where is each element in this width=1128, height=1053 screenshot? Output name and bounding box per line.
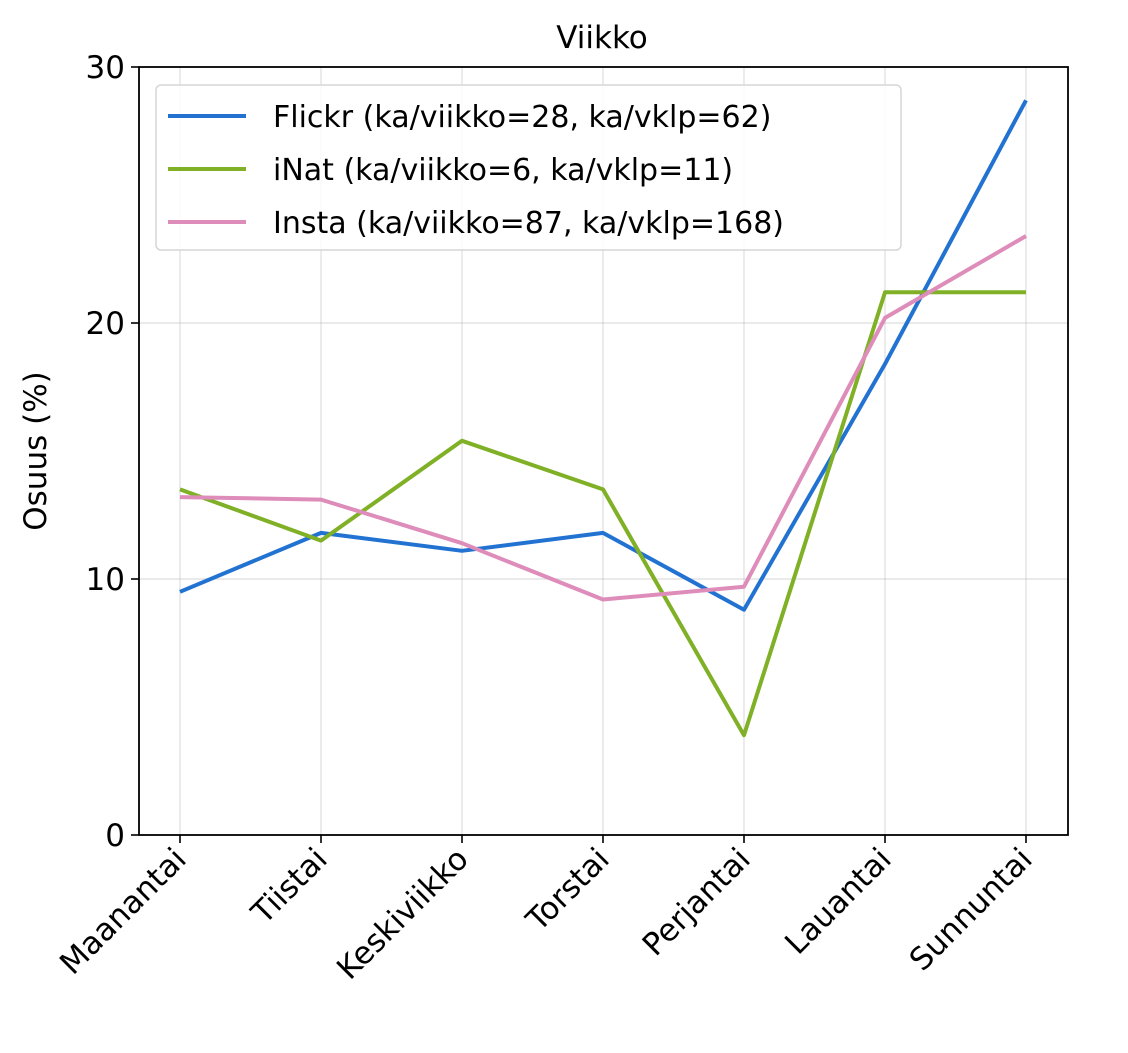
y-axis-label: Osuus (%) — [18, 371, 54, 531]
y-tick-label: 10 — [86, 562, 125, 598]
series-line — [179, 290, 1026, 738]
y-tick-label: 20 — [86, 306, 125, 342]
x-tick-label: Torstai — [519, 841, 617, 939]
x-tick-label: Tiistai — [244, 841, 335, 932]
legend-label: Flickr (ka/viikko=28, ka/vklp=62) — [273, 100, 771, 135]
legend-box — [155, 84, 902, 251]
x-tick-label: Sunnuntai — [903, 841, 1040, 978]
legend: Flickr (ka/viikko=28, ka/vklp=62) iNat (k… — [155, 84, 902, 251]
y-axis: 0 10 20 30 — [86, 50, 139, 854]
legend-label: Insta (ka/viikko=87, ka/vklp=168) — [273, 206, 784, 241]
x-tick-label: Keskiviikko — [330, 841, 476, 987]
series-line — [179, 234, 1028, 602]
series-line — [179, 99, 1028, 612]
series-lines — [179, 99, 1028, 738]
x-tick-label: Maanantai — [53, 841, 194, 982]
x-tick-label: Perjantai — [636, 841, 758, 963]
y-tick-label: 30 — [86, 50, 125, 86]
chart-title: Viikko — [556, 20, 648, 56]
x-tick-label: Lauantai — [778, 841, 898, 961]
y-tick-label: 0 — [105, 818, 125, 854]
legend-label: iNat (ka/viikko=6, ka/vklp=11) — [273, 153, 733, 188]
